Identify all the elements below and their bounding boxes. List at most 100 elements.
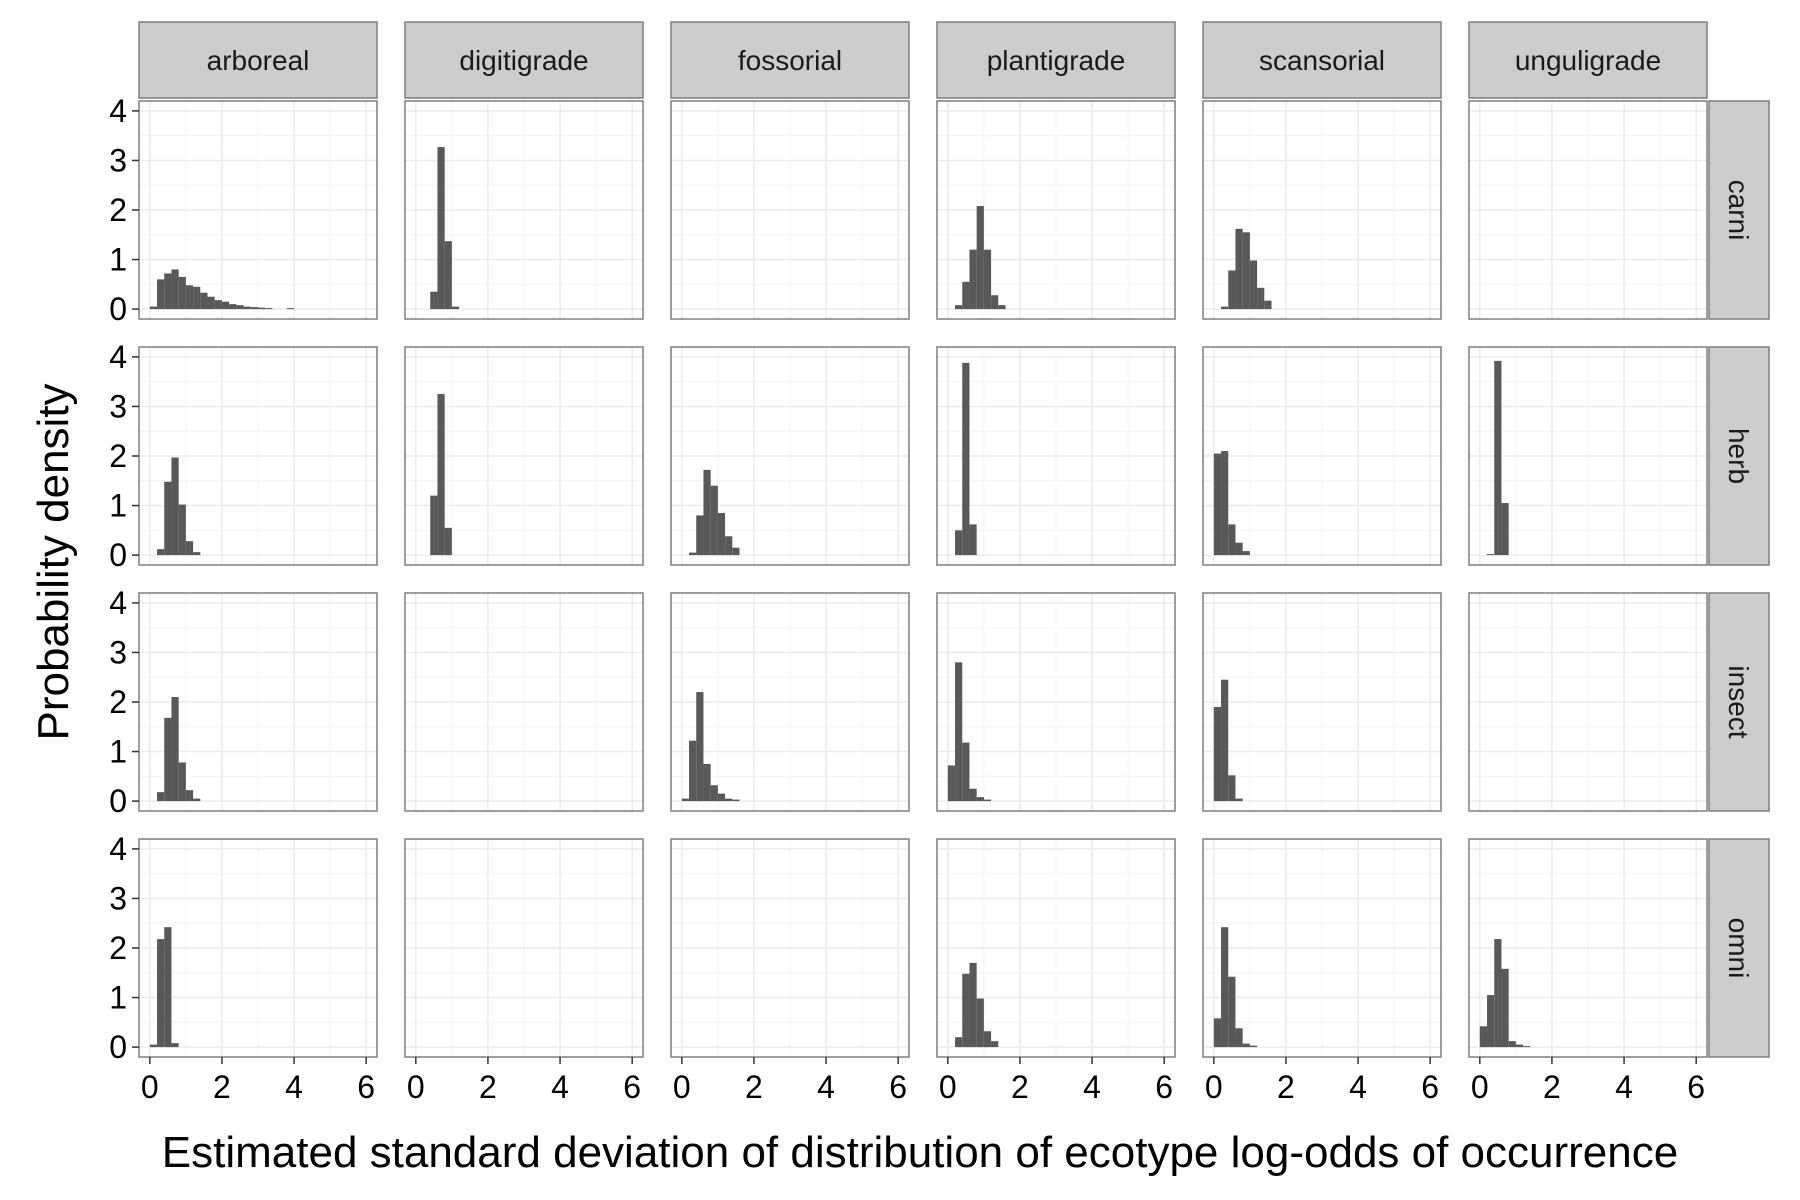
x-axis-tick-label: 2	[213, 1069, 231, 1105]
histogram-bar	[221, 301, 230, 310]
y-axis-tick-label: 0	[109, 783, 127, 819]
histogram-bar	[710, 785, 718, 802]
y-axis-tick-label: 2	[109, 930, 127, 966]
histogram-bar	[717, 793, 726, 802]
histogram-bar	[1501, 968, 1509, 1048]
y-axis-tick-label: 3	[109, 388, 127, 424]
histogram-bar	[1501, 503, 1509, 556]
histogram-bar	[236, 305, 244, 310]
histogram-bar	[1221, 306, 1229, 310]
histogram-bar	[717, 512, 726, 556]
histogram-bar	[1494, 360, 1502, 556]
histogram-bar	[1264, 300, 1272, 310]
facet-strip-label-arboreal: arboreal	[207, 45, 310, 76]
histogram-bar	[1242, 551, 1250, 556]
histogram-bar	[178, 762, 186, 802]
x-axis-tick-label: 6	[1155, 1069, 1173, 1105]
panel-border-carni-unguligrade	[1468, 100, 1708, 320]
histogram-bar	[1494, 939, 1502, 1048]
facet-strip-unguligrade	[1468, 21, 1708, 99]
histogram-bar	[1228, 524, 1236, 556]
facet-strip-label-herb: herb	[1723, 428, 1754, 484]
panel-border-insect-unguligrade	[1468, 592, 1708, 812]
histogram-bar	[1235, 1028, 1243, 1048]
y-axis-tick-label: 1	[109, 734, 127, 770]
x-axis-tick-label: 4	[1083, 1069, 1101, 1105]
x-axis-title: Estimated standard deviation of distribu…	[162, 1128, 1678, 1177]
panel-border-carni-scansorial	[1202, 100, 1442, 320]
panel-border-herb-plantigrade	[936, 346, 1176, 566]
x-axis-tick-label: 6	[623, 1069, 641, 1105]
panel-border-omni-plantigrade	[936, 838, 1176, 1058]
histogram-bar	[725, 536, 733, 556]
panel-border-carni-digitigrade	[404, 100, 644, 320]
histogram-bar	[214, 300, 222, 310]
histogram-bar	[200, 292, 208, 310]
facet-strip-label-plantigrade: plantigrade	[987, 45, 1126, 76]
facet-strip-label-digitigrade: digitigrade	[459, 45, 588, 76]
histogram-bar	[1228, 775, 1236, 802]
facet-strip-label-fossorial: fossorial	[738, 45, 842, 76]
panel-border-carni-fossorial	[670, 100, 910, 320]
histogram-bar	[991, 295, 999, 310]
x-axis-tick-label: 2	[479, 1069, 497, 1105]
y-axis-title: Probability density	[29, 383, 78, 740]
facet-strip-label-unguligrade: unguligrade	[1515, 45, 1661, 76]
facet-strip-omni	[1708, 838, 1770, 1058]
panel-border-omni-digitigrade	[404, 838, 644, 1058]
histogram-bar	[1487, 554, 1495, 556]
histogram-bar	[681, 798, 690, 802]
x-axis-tick-label: 6	[889, 1069, 907, 1105]
histogram-bar	[1221, 679, 1229, 802]
x-axis-tick-label: 4	[285, 1069, 303, 1105]
x-axis-tick-label: 2	[1277, 1069, 1295, 1105]
facet-strip-digitigrade	[404, 21, 644, 99]
histogram-bar	[193, 798, 201, 802]
histogram-bar	[689, 740, 697, 802]
x-axis-tick-label: 0	[673, 1069, 691, 1105]
histogram-bar	[164, 717, 172, 802]
histogram-bar	[1221, 927, 1229, 1048]
histogram-bar	[969, 249, 977, 310]
histogram-bar	[286, 308, 295, 310]
histogram-bar	[157, 549, 165, 556]
histogram-bar	[178, 504, 186, 556]
x-axis-tick-label: 0	[141, 1069, 159, 1105]
facet-strip-arboreal	[138, 21, 378, 99]
facet-strip-insect	[1708, 592, 1770, 812]
panel-border-insect-fossorial	[670, 592, 910, 812]
facet-strip-label-carni: carni	[1723, 180, 1754, 241]
histogram-bar	[983, 1031, 992, 1048]
histogram-bar	[149, 1044, 158, 1048]
facet-strip-label-omni: omni	[1723, 918, 1754, 979]
x-axis-tick-label: 4	[1349, 1069, 1367, 1105]
histogram-bar	[947, 765, 956, 802]
histogram-bar	[193, 286, 201, 310]
histogram-bar	[1228, 976, 1236, 1048]
histogram-bar	[157, 939, 165, 1048]
histogram-bar	[444, 527, 452, 556]
facet-strip-label-insect: insect	[1723, 665, 1754, 738]
panel-border-carni-plantigrade	[936, 100, 1176, 320]
histogram-bar	[1257, 287, 1265, 310]
panel-border-herb-unguligrade	[1468, 346, 1708, 566]
histogram-bar	[976, 998, 984, 1048]
histogram-bar	[732, 799, 740, 802]
histogram-bar	[430, 291, 438, 310]
histogram-bar	[430, 495, 438, 556]
x-axis-tick-label: 0	[939, 1069, 957, 1105]
histogram-bar	[1249, 1045, 1258, 1048]
histogram-bar	[185, 541, 194, 556]
histogram-bar	[725, 798, 733, 802]
y-axis-tick-label: 3	[109, 880, 127, 916]
histogram-bar	[955, 1037, 963, 1048]
panel-border-omni-scansorial	[1202, 838, 1442, 1058]
x-axis-tick-label: 0	[1205, 1069, 1223, 1105]
plot-layer: arboreal digitigrade fossorial plantigrade s…	[109, 21, 1770, 1105]
histogram-bar	[1515, 1044, 1524, 1048]
histogram-bar	[1213, 453, 1222, 556]
histogram-bar	[998, 305, 1006, 310]
x-axis-tick-label: 2	[745, 1069, 763, 1105]
histogram-bar	[1479, 1026, 1488, 1048]
